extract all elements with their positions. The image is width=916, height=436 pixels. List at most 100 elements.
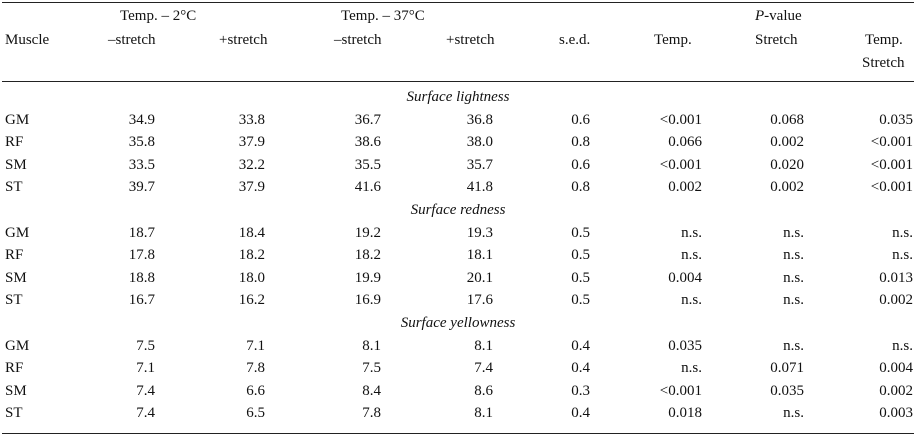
cell-p-temp: <0.001 bbox=[659, 156, 702, 173]
cell-minus-stretch-37c: 8.4 bbox=[362, 382, 381, 399]
header-37c-plus-stretch: +stretch bbox=[446, 32, 495, 48]
cell-plus-stretch-2c: 16.2 bbox=[238, 292, 265, 309]
cell-sed: 0.5 bbox=[571, 247, 590, 264]
cell-p-temp: 0.004 bbox=[668, 269, 702, 286]
cell-plus-stretch-2c: 6.5 bbox=[246, 405, 265, 422]
cell-sed: 0.4 bbox=[571, 337, 590, 354]
section-title: Surface lightness bbox=[406, 89, 510, 105]
cell-p-stretch: n.s. bbox=[783, 269, 804, 286]
cell-minus-stretch-37c: 41.6 bbox=[354, 179, 381, 196]
cell-minus-stretch-2c: 7.4 bbox=[136, 382, 155, 399]
cell-minus-stretch-2c: 35.8 bbox=[128, 134, 155, 151]
cell-muscle: SM bbox=[5, 382, 27, 399]
cell-minus-stretch-2c: 7.4 bbox=[136, 405, 155, 422]
cell-muscle: GM bbox=[5, 224, 30, 241]
cell-sed: 0.8 bbox=[571, 179, 590, 196]
cell-p-temp-stretch: n.s. bbox=[892, 224, 913, 241]
cell-plus-stretch-2c: 37.9 bbox=[238, 179, 265, 196]
cell-plus-stretch-37c: 20.1 bbox=[466, 269, 493, 286]
cell-plus-stretch-2c: 6.6 bbox=[246, 382, 265, 399]
cell-plus-stretch-37c: 7.4 bbox=[474, 360, 493, 377]
cell-plus-stretch-37c: 8.1 bbox=[474, 337, 493, 354]
cell-minus-stretch-37c: 19.2 bbox=[354, 224, 381, 241]
cell-plus-stretch-2c: 33.8 bbox=[238, 111, 265, 128]
cell-plus-stretch-37c: 17.6 bbox=[466, 292, 493, 309]
cell-minus-stretch-2c: 18.7 bbox=[128, 224, 155, 241]
cell-sed: 0.6 bbox=[571, 156, 590, 173]
cell-p-temp: 0.002 bbox=[668, 179, 702, 196]
cell-p-stretch: 0.035 bbox=[770, 382, 804, 399]
cell-sed: 0.3 bbox=[571, 382, 590, 399]
cell-p-temp-stretch: <0.001 bbox=[870, 156, 913, 173]
header-p-temp-stretch-line1: Temp. bbox=[865, 32, 903, 48]
cell-p-temp-stretch: 0.002 bbox=[879, 292, 913, 309]
cell-p-temp-stretch: 0.013 bbox=[879, 269, 913, 286]
table-top-rule bbox=[2, 2, 914, 3]
cell-muscle: SM bbox=[5, 156, 27, 173]
cell-p-temp: n.s. bbox=[681, 292, 702, 309]
cell-sed: 0.6 bbox=[571, 111, 590, 128]
header-p-stretch: Stretch bbox=[755, 32, 798, 48]
cell-p-stretch: n.s. bbox=[783, 337, 804, 354]
cell-minus-stretch-2c: 7.1 bbox=[136, 360, 155, 377]
cell-minus-stretch-37c: 8.1 bbox=[362, 337, 381, 354]
cell-p-temp: n.s. bbox=[681, 247, 702, 264]
cell-minus-stretch-37c: 18.2 bbox=[354, 247, 381, 264]
cell-muscle: ST bbox=[5, 292, 23, 309]
cell-p-stretch: n.s. bbox=[783, 247, 804, 264]
header-sed: s.e.d. bbox=[559, 32, 591, 48]
cell-minus-stretch-2c: 18.8 bbox=[128, 269, 155, 286]
header-2c-plus-stretch: +stretch bbox=[219, 32, 268, 48]
cell-p-stretch: n.s. bbox=[783, 405, 804, 422]
cell-minus-stretch-37c: 16.9 bbox=[354, 292, 381, 309]
cell-p-temp: 0.018 bbox=[668, 405, 702, 422]
cell-minus-stretch-37c: 38.6 bbox=[354, 134, 381, 151]
cell-minus-stretch-2c: 33.5 bbox=[128, 156, 155, 173]
cell-sed: 0.4 bbox=[571, 405, 590, 422]
cell-p-temp-stretch: 0.003 bbox=[879, 405, 913, 422]
cell-p-temp-stretch: 0.002 bbox=[879, 382, 913, 399]
cell-p-temp: <0.001 bbox=[659, 382, 702, 399]
cell-sed: 0.5 bbox=[571, 292, 590, 309]
section-title: Surface yellowness bbox=[400, 315, 516, 331]
cell-plus-stretch-37c: 35.7 bbox=[466, 156, 493, 173]
cell-plus-stretch-37c: 19.3 bbox=[466, 224, 493, 241]
cell-plus-stretch-2c: 18.2 bbox=[238, 247, 265, 264]
cell-muscle: GM bbox=[5, 111, 30, 128]
header-p-letter: P bbox=[755, 8, 765, 24]
cell-p-stretch: n.s. bbox=[783, 224, 804, 241]
cell-muscle: GM bbox=[5, 337, 30, 354]
header-p-value: P-value bbox=[755, 7, 802, 25]
cell-p-temp-stretch: <0.001 bbox=[870, 179, 913, 196]
cell-plus-stretch-2c: 37.9 bbox=[238, 134, 265, 151]
cell-minus-stretch-37c: 19.9 bbox=[354, 269, 381, 286]
cell-p-stretch: 0.020 bbox=[770, 156, 804, 173]
cell-sed: 0.8 bbox=[571, 134, 590, 151]
cell-p-temp: n.s. bbox=[681, 360, 702, 377]
cell-p-temp-stretch: n.s. bbox=[892, 247, 913, 264]
cell-p-stretch: n.s. bbox=[783, 292, 804, 309]
cell-muscle: ST bbox=[5, 405, 23, 422]
cell-p-temp-stretch: 0.035 bbox=[879, 111, 913, 128]
header-37c-minus-stretch: –stretch bbox=[334, 32, 382, 48]
cell-minus-stretch-37c: 7.5 bbox=[362, 360, 381, 377]
table-bottom-rule bbox=[2, 433, 914, 434]
cell-p-temp: n.s. bbox=[681, 224, 702, 241]
cell-muscle: SM bbox=[5, 269, 27, 286]
cell-plus-stretch-37c: 41.8 bbox=[466, 179, 493, 196]
header-temp-2c: Temp. – 2°C bbox=[120, 8, 197, 24]
cell-plus-stretch-37c: 18.1 bbox=[466, 247, 493, 264]
section-title: Surface redness bbox=[410, 202, 506, 218]
cell-p-stretch: 0.068 bbox=[770, 111, 804, 128]
cell-minus-stretch-2c: 7.5 bbox=[136, 337, 155, 354]
cell-muscle: ST bbox=[5, 179, 23, 196]
header-bottom-rule bbox=[2, 81, 914, 82]
cell-plus-stretch-37c: 8.1 bbox=[474, 405, 493, 422]
cell-sed: 0.4 bbox=[571, 360, 590, 377]
cell-p-stretch: 0.071 bbox=[770, 360, 804, 377]
cell-p-stretch: 0.002 bbox=[770, 179, 804, 196]
header-p-temp-stretch-line2: Stretch bbox=[862, 55, 905, 71]
cell-p-temp-stretch: <0.001 bbox=[870, 134, 913, 151]
cell-p-stretch: 0.002 bbox=[770, 134, 804, 151]
header-p-temp: Temp. bbox=[654, 32, 692, 48]
